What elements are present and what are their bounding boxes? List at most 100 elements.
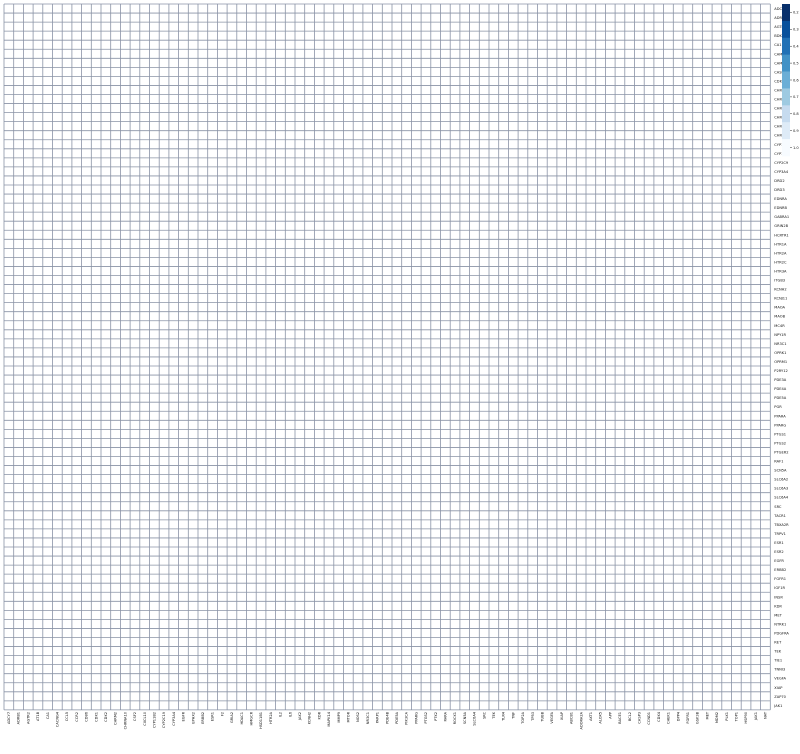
x-tick-label: HSD11B1 — [259, 712, 263, 729]
y-tick-label: FGFR1 — [774, 577, 786, 581]
y-tick-label: ZAP70 — [774, 695, 786, 699]
x-tick-label: PDE5A — [395, 711, 399, 723]
y-tick-label: HTR2C — [774, 260, 787, 264]
x-tick-label: NR3C1 — [366, 712, 370, 724]
colorbar-segment — [782, 139, 790, 157]
y-tick-label: ERBB2 — [774, 568, 786, 572]
x-tick-label: TOP1 — [735, 712, 739, 722]
y-tick-label: CHRNA7 — [774, 134, 789, 138]
x-tick-label: PLK1 — [725, 712, 729, 721]
x-tick-label: SRC — [482, 711, 486, 719]
x-tick-label: NAT — [764, 711, 768, 719]
x-tick-label: BACE1 — [618, 712, 622, 724]
x-tick-label: AGTR2 — [26, 712, 30, 724]
x-tick-label: HSP90 — [744, 711, 748, 723]
x-tick-label: HDAC1 — [240, 712, 244, 725]
x-tick-label: TEK — [492, 711, 496, 719]
y-tick-label: ADCY1 — [774, 7, 786, 11]
y-tick-label: PTGS2 — [774, 441, 786, 445]
y-tick-label: CYP3A4 — [774, 170, 789, 174]
x-tick-label: CACNG4 — [56, 711, 60, 727]
x-tick-label: PIK3CA — [405, 711, 409, 724]
y-tick-label: TEK — [773, 650, 781, 654]
y-tick-label: TNNI3 — [773, 668, 785, 672]
x-tick-label: CDK4 — [657, 711, 661, 722]
y-tick-label: EDNRB — [774, 206, 787, 210]
x-tick-label: AT1B — [36, 711, 40, 721]
colorbar-segment — [782, 4, 790, 22]
x-tick-label: IL6 — [288, 711, 292, 717]
y-tick-label: PGR — [774, 405, 782, 409]
y-tick-label: SCN5A — [774, 469, 787, 473]
x-tick-label: CDK1 — [94, 712, 98, 722]
y-tick-label: KDR — [774, 604, 782, 608]
x-tick-label: TP53 — [531, 712, 535, 722]
y-tick-label: ITGB3 — [774, 279, 785, 283]
x-tick-label: GRIA2 — [230, 712, 234, 723]
x-tick-label: ADRB1 — [17, 712, 21, 724]
y-tick-label: ADRB1 — [774, 16, 786, 20]
x-tick-label: FGFR1 — [686, 712, 690, 724]
y-tick-label: PTGER2 — [774, 450, 788, 454]
y-tick-label: CHRM1 — [774, 88, 787, 92]
x-tick-label: KCNH2 — [308, 712, 312, 724]
x-tick-label: MTOR — [347, 711, 351, 722]
colorbar-segment — [782, 37, 790, 55]
y-tick-label: VEGFA — [774, 677, 786, 681]
y-tick-label: IGF1R — [774, 586, 785, 590]
colorbar-segment — [782, 20, 790, 39]
y-tick-label: EGFR — [774, 559, 784, 563]
y-tick-label: GRIN2B — [774, 224, 788, 228]
y-tick-label: TRPV1 — [773, 532, 786, 536]
colorbar-segment — [782, 88, 790, 106]
x-tick-label: DPP4 — [676, 711, 680, 721]
x-tick-label: ROCK1 — [453, 712, 457, 724]
y-tick-label: KCNH2 — [774, 288, 786, 292]
y-tick-label: MAOB — [774, 315, 785, 319]
heatmap-grid — [3, 3, 771, 711]
x-tick-label: CXCL10 — [143, 711, 147, 726]
y-tick-label: CASP1 — [774, 70, 786, 74]
y-tick-label: GABRA1 — [774, 215, 789, 219]
colorbar: 1.0 0.9 0.8 0.7 0.6 0.5 0.4 0.3 0.2 — [782, 4, 799, 157]
y-tick-label: CHRNA1 — [774, 116, 789, 120]
y-tick-label: TACR1 — [773, 514, 786, 518]
colorbar-tick-label: 0.3 — [793, 28, 799, 32]
x-tick-label: SLC6A4 — [473, 711, 477, 726]
x-tick-label: ALOX5 — [599, 712, 603, 724]
colorbar-segment — [782, 105, 790, 123]
colorbar-tick-label: 0.8 — [793, 112, 799, 116]
y-tick-label: SLC6A3 — [774, 487, 788, 491]
y-tick-label: MC4R — [774, 324, 785, 328]
y-tick-label: CYP1A2 — [774, 152, 788, 156]
x-tick-label: CASP3 — [638, 712, 642, 724]
y-tick-label: CA1 — [774, 43, 781, 47]
colorbar-tick-label: 0.9 — [793, 129, 799, 133]
x-tick-label: EGFR — [182, 711, 186, 721]
x-tick-label: HMGCR — [250, 711, 254, 725]
x-tick-label: MMP9 — [337, 711, 341, 722]
x-tick-label: JAK1 — [754, 712, 758, 721]
colorbar-tick-label: 0.5 — [793, 61, 799, 65]
x-tick-label: ADORA2A — [579, 711, 583, 729]
y-tick-label: NPY1R — [774, 333, 786, 337]
colorbar-segment — [782, 122, 790, 140]
y-tick-label: DRD3 — [774, 188, 784, 192]
y-tick-label: AGTR2 — [774, 25, 786, 29]
y-tick-label: INSR — [774, 595, 783, 599]
x-tick-label: CCR2 — [75, 712, 79, 722]
y-tick-label: KCNJ11 — [774, 297, 787, 301]
y-tick-label: OPRK1 — [774, 351, 786, 355]
x-tick-label: RARA — [444, 711, 448, 721]
colorbar-segment — [782, 54, 790, 72]
y-tick-label: PDE5A — [774, 396, 786, 400]
x-tick-label: TOP2A — [521, 711, 525, 724]
y-tick-label: OPRM1 — [774, 360, 787, 364]
y-tick-label: DRD2 — [774, 179, 784, 183]
x-tick-label: CSF2 — [133, 712, 137, 721]
x-tick-label: AKT1 — [589, 712, 593, 721]
y-tick-label: P2RY12 — [774, 369, 788, 373]
colorbar-tick-label: 0.7 — [793, 95, 799, 99]
x-tick-label: CHRNA10 — [123, 711, 127, 729]
